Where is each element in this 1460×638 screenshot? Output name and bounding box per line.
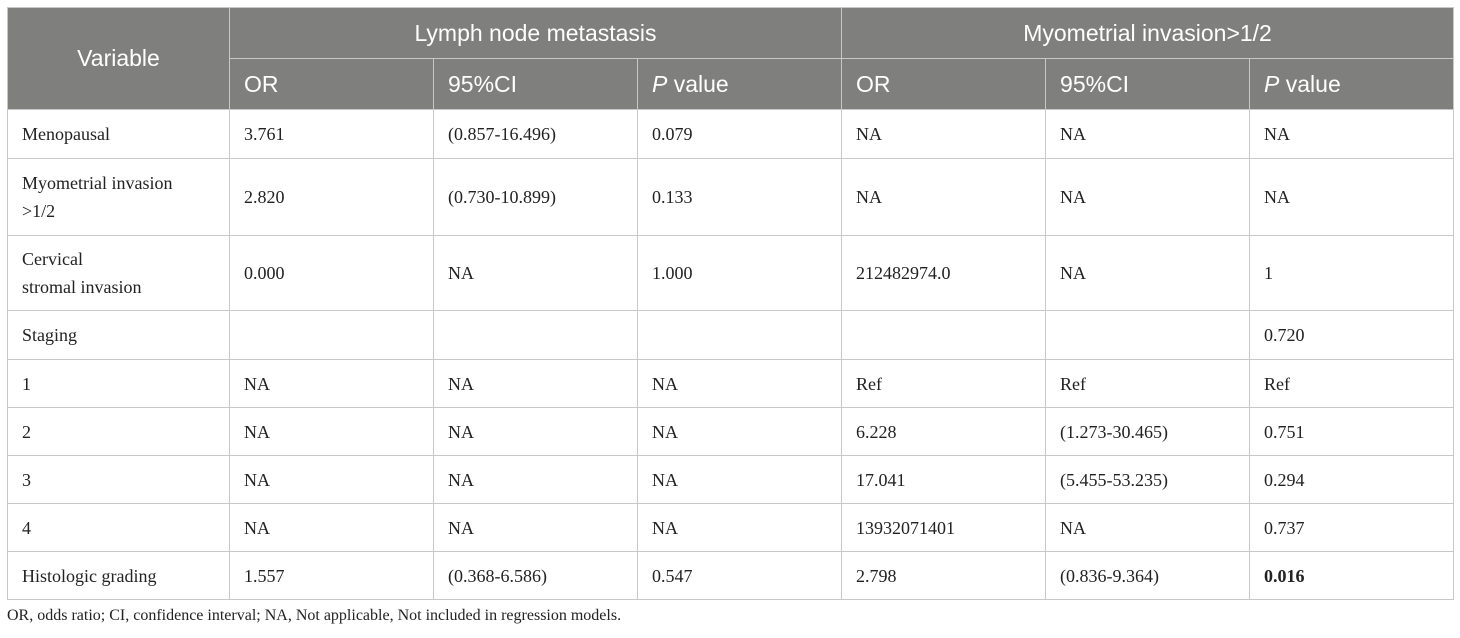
header-or-2: OR bbox=[841, 58, 1047, 110]
cell-or-2: NA bbox=[841, 158, 1047, 236]
cell-p-2: 0.751 bbox=[1249, 407, 1455, 456]
cell-ci-2: NA bbox=[1045, 503, 1251, 552]
cell-ci-1: NA bbox=[433, 235, 638, 311]
cell-ci-1: (0.857-16.496) bbox=[433, 109, 638, 159]
cell-p-2: Ref bbox=[1249, 359, 1455, 408]
cell-variable: Histologic grading bbox=[7, 551, 230, 600]
cell-or-2: 212482974.0 bbox=[841, 235, 1047, 311]
cell-ci-2: NA bbox=[1045, 235, 1251, 311]
cell-or-2: 17.041 bbox=[841, 455, 1047, 504]
cell-ci-1: NA bbox=[433, 407, 638, 456]
cell-ci-2: NA bbox=[1045, 158, 1251, 236]
table-row: Menopausal 3.761 (0.857-16.496) 0.079 NA… bbox=[7, 109, 1455, 159]
header-or-1: OR bbox=[229, 58, 434, 110]
cell-or-2: 2.798 bbox=[841, 551, 1047, 600]
cell-p-2: 0.294 bbox=[1249, 455, 1455, 504]
table-footnote: OR, odds ratio; CI, confidence interval;… bbox=[7, 607, 622, 624]
cell-ci-1: NA bbox=[433, 359, 638, 408]
table-row: Cervical stromal invasion 0.000 NA 1.000 … bbox=[7, 235, 1455, 311]
cell-or-1: 0.000 bbox=[229, 235, 434, 311]
table-row: 2 NA NA NA 6.228 (1.273-30.465) 0.751 bbox=[7, 407, 1455, 456]
header-ci-2: 95%CI bbox=[1045, 58, 1251, 110]
cell-ci-1: NA bbox=[433, 503, 638, 552]
cell-variable: 2 bbox=[7, 407, 230, 456]
cell-p-2: 0.737 bbox=[1249, 503, 1455, 552]
cell-or-1: NA bbox=[229, 407, 434, 456]
cell-or-1: NA bbox=[229, 359, 434, 408]
cell-ci-1: (0.368-6.586) bbox=[433, 551, 638, 600]
cell-variable: Menopausal bbox=[7, 109, 230, 159]
cell-or-2: 13932071401 bbox=[841, 503, 1047, 552]
cell-p-2: 1 bbox=[1249, 235, 1455, 311]
cell-p-1 bbox=[636, 310, 843, 360]
cell-variable: 4 bbox=[7, 503, 230, 552]
cell-ci-2: Ref bbox=[1045, 359, 1251, 408]
cell-p-2-significant: 0.016 bbox=[1249, 551, 1455, 600]
cell-or-1: 1.557 bbox=[229, 551, 434, 600]
header-lymph-node-metastasis: Lymph node metastasis bbox=[228, 7, 843, 59]
variable-line-1: Cervical bbox=[22, 249, 83, 269]
cell-p-1: 0.079 bbox=[636, 109, 843, 159]
cell-p-1: NA bbox=[636, 503, 843, 552]
cell-p-2: NA bbox=[1249, 109, 1455, 159]
cell-or-1: 2.820 bbox=[229, 158, 434, 236]
cell-p-1: NA bbox=[636, 359, 843, 408]
cell-or-1: 3.761 bbox=[229, 109, 434, 159]
cell-variable: 3 bbox=[7, 455, 230, 504]
cell-or-1: NA bbox=[229, 455, 434, 504]
variable-line-1: Myometrial invasion bbox=[22, 173, 173, 193]
cell-or-1: NA bbox=[229, 503, 434, 552]
header-p-italic: P bbox=[1264, 70, 1280, 97]
header-variable: Variable bbox=[7, 7, 230, 110]
cell-p-1: 0.133 bbox=[636, 158, 843, 236]
table-row: 3 NA NA NA 17.041 (5.455-53.235) 0.294 bbox=[7, 455, 1455, 504]
regression-table: Variable Lymph node metastasis Myometria… bbox=[7, 7, 1455, 600]
cell-ci-2: NA bbox=[1045, 109, 1251, 159]
cell-variable: 1 bbox=[7, 359, 230, 408]
cell-variable: Myometrial invasion >1/2 bbox=[7, 158, 230, 236]
cell-ci-2: (0.836-9.364) bbox=[1045, 551, 1251, 600]
header-myometrial-invasion: Myometrial invasion>1/2 bbox=[841, 7, 1455, 59]
header-row-groups: Variable Lymph node metastasis Myometria… bbox=[7, 7, 1455, 110]
cell-p-1: 1.000 bbox=[636, 235, 843, 311]
cell-p-1: NA bbox=[636, 455, 843, 504]
header-p-rest: value bbox=[1279, 70, 1341, 97]
header-p-1: P value bbox=[636, 58, 843, 110]
cell-ci-2: (5.455-53.235) bbox=[1045, 455, 1251, 504]
header-ci-1: 95%CI bbox=[433, 58, 638, 110]
cell-or-2: NA bbox=[841, 109, 1047, 159]
cell-ci-1: NA bbox=[433, 455, 638, 504]
cell-p-2: NA bbox=[1249, 158, 1455, 236]
cell-or-2: 6.228 bbox=[841, 407, 1047, 456]
header-p-2: P value bbox=[1249, 58, 1455, 110]
cell-variable: Cervical stromal invasion bbox=[7, 235, 230, 311]
table-container: Variable Lymph node metastasis Myometria… bbox=[7, 7, 1455, 600]
variable-line-2: >1/2 bbox=[22, 201, 56, 221]
header-p-italic: P bbox=[652, 70, 668, 97]
cell-ci-1 bbox=[433, 310, 638, 360]
table-row: Histologic grading 1.557 (0.368-6.586) 0… bbox=[7, 551, 1455, 600]
cell-p-1: NA bbox=[636, 407, 843, 456]
table-row: Staging 0.720 bbox=[7, 310, 1455, 360]
cell-or-1 bbox=[229, 310, 434, 360]
cell-ci-2: (1.273-30.465) bbox=[1045, 407, 1251, 456]
table-row: 1 NA NA NA Ref Ref Ref bbox=[7, 359, 1455, 408]
cell-p-2: 0.720 bbox=[1249, 310, 1455, 360]
cell-p-1: 0.547 bbox=[636, 551, 843, 600]
cell-or-2: Ref bbox=[841, 359, 1047, 408]
cell-ci-1: (0.730-10.899) bbox=[433, 158, 638, 236]
cell-variable: Staging bbox=[7, 310, 230, 360]
cell-or-2 bbox=[841, 310, 1047, 360]
header-row-sub: OR 95%CI P value OR 95%CI P value bbox=[8, 58, 1455, 110]
table-row: Myometrial invasion >1/2 2.820 (0.730-10.… bbox=[7, 158, 1455, 236]
cell-ci-2 bbox=[1045, 310, 1251, 360]
variable-line-2: stromal invasion bbox=[22, 277, 142, 297]
table-row: 4 NA NA NA 13932071401 NA 0.737 bbox=[7, 503, 1455, 552]
header-p-rest: value bbox=[667, 70, 729, 97]
